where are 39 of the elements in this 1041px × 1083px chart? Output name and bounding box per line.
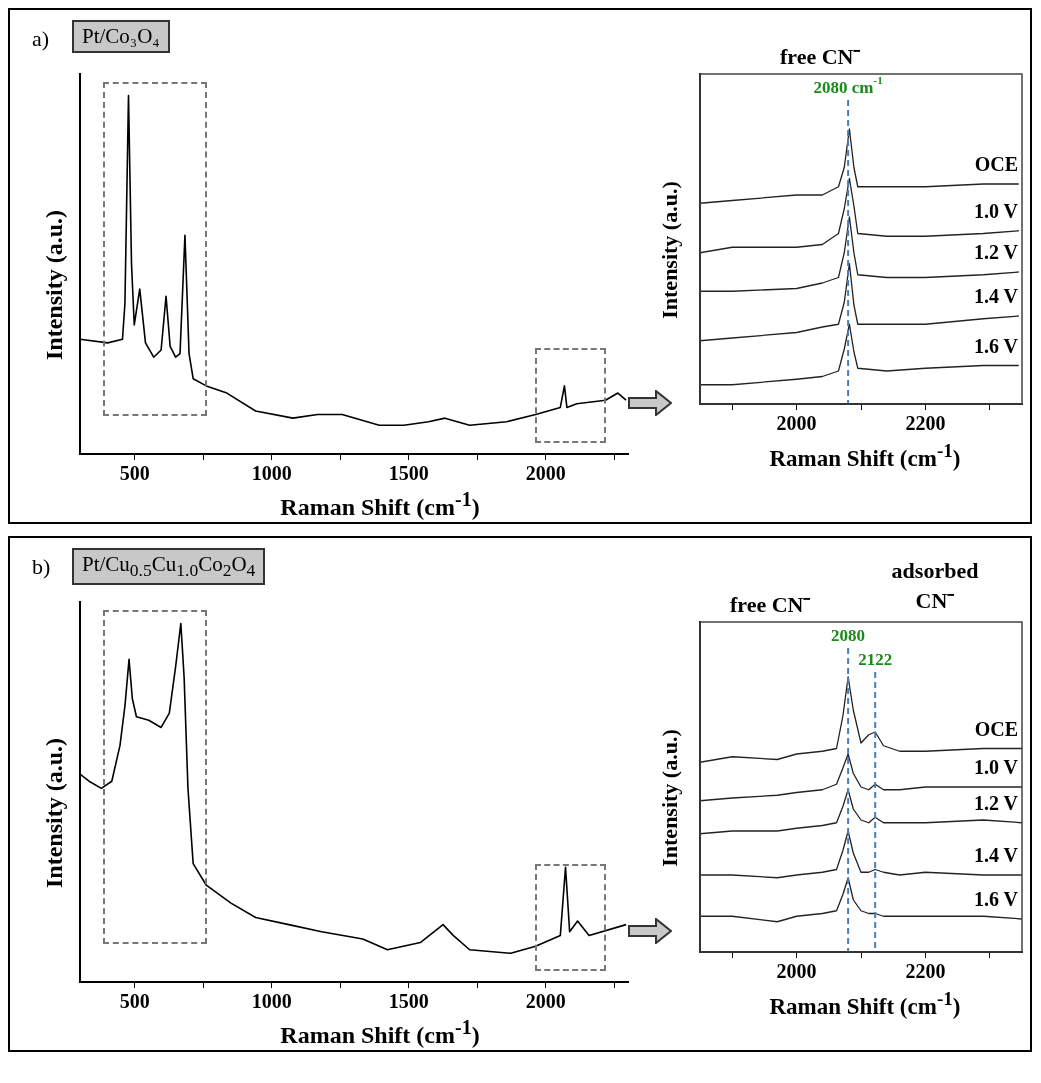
series-label: 1.0 V — [973, 756, 1019, 779]
chart-title: free CN⁻ — [730, 591, 811, 618]
x-tick-label: 1500 — [388, 462, 429, 485]
x-tick-label: 2000 — [525, 462, 566, 485]
x-axis-title: Raman Shift (cm$^{-1}$) — [280, 488, 480, 521]
series-label: 1.4 V — [973, 844, 1019, 867]
x-tick-label: 500 — [119, 990, 150, 1013]
series-label: OCE — [974, 153, 1018, 176]
series-label: 1.4 V — [973, 285, 1019, 308]
chart-title: Pt/Cu$_{0.5}$Cu$_{1.0}$Co$_{2}$O$_{4}$ — [72, 548, 266, 586]
x-tick-label: 2000 — [525, 990, 566, 1013]
y-axis-title: Intensity (a.u.) — [40, 209, 68, 361]
x-axis-title: Raman Shift (cm$^{-1}$) — [769, 988, 961, 1020]
x-axis-title: Raman Shift (cm$^{-1}$) — [769, 440, 961, 472]
y-axis-title: Intensity (a.u.) — [657, 181, 683, 319]
text: b) — [32, 554, 51, 580]
x-tick-label: 1000 — [251, 462, 292, 485]
ref-line-label: 2080 — [831, 625, 866, 645]
y-axis-title: Intensity (a.u.) — [40, 737, 68, 889]
x-tick-label: 1000 — [251, 990, 292, 1013]
x-tick-label: 500 — [119, 462, 150, 485]
chart-title: Pt/Co₃O₄ — [72, 20, 170, 53]
series-label: 1.0 V — [973, 199, 1019, 222]
x-tick-label: 2200 — [905, 960, 946, 983]
x-tick-label: 1500 — [388, 990, 429, 1013]
series-label: 1.6 V — [973, 334, 1019, 357]
chart-subtitle: adsorbed CN⁻ — [890, 558, 980, 614]
x-tick-label: 2000 — [776, 960, 817, 983]
x-tick-label: 2000 — [776, 412, 817, 435]
series-label: OCE — [974, 717, 1018, 740]
series-label: 1.2 V — [973, 791, 1019, 814]
x-axis-title: Raman Shift (cm$^{-1}$) — [280, 1016, 480, 1049]
series-label: 1.6 V — [973, 888, 1019, 911]
chart-title: free CN⁻ — [780, 43, 861, 70]
text: a) — [32, 26, 50, 52]
ref-line-label: 2122 — [858, 649, 893, 669]
y-axis-title: Intensity (a.u.) — [657, 729, 683, 867]
series-label: 1.2 V — [973, 241, 1019, 264]
x-tick-label: 2200 — [905, 412, 946, 435]
